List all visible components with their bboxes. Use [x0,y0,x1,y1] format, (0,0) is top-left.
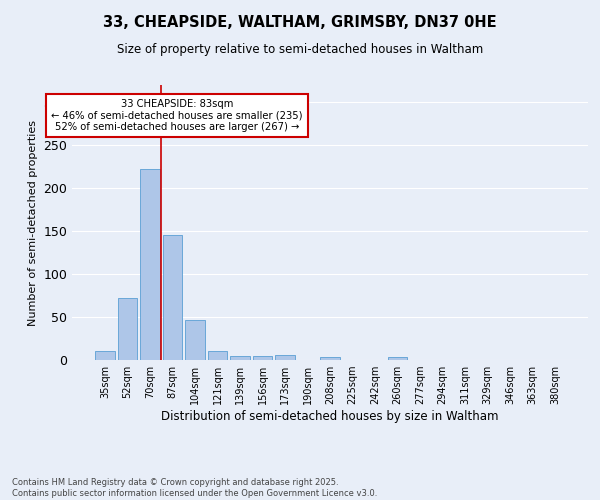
Bar [208,352,227,360]
Text: Size of property relative to semi-detached houses in Waltham: Size of property relative to semi-detach… [117,42,483,56]
Bar [253,356,272,360]
Bar [118,298,137,360]
Text: 33, CHEAPSIDE, WALTHAM, GRIMSBY, DN37 0HE: 33, CHEAPSIDE, WALTHAM, GRIMSBY, DN37 0H… [103,15,497,30]
Bar [388,358,407,360]
Bar [163,236,182,360]
X-axis label: Distribution of semi-detached houses by size in Waltham: Distribution of semi-detached houses by … [161,410,499,423]
Bar [140,169,160,360]
Y-axis label: Number of semi-detached properties: Number of semi-detached properties [28,120,38,326]
Bar [95,352,115,360]
Text: 33 CHEAPSIDE: 83sqm
← 46% of semi-detached houses are smaller (235)
52% of semi-: 33 CHEAPSIDE: 83sqm ← 46% of semi-detach… [51,99,303,132]
Bar [230,356,250,360]
Bar [320,358,340,360]
Text: Contains HM Land Registry data © Crown copyright and database right 2025.
Contai: Contains HM Land Registry data © Crown c… [12,478,377,498]
Bar [275,355,295,360]
Bar [185,320,205,360]
